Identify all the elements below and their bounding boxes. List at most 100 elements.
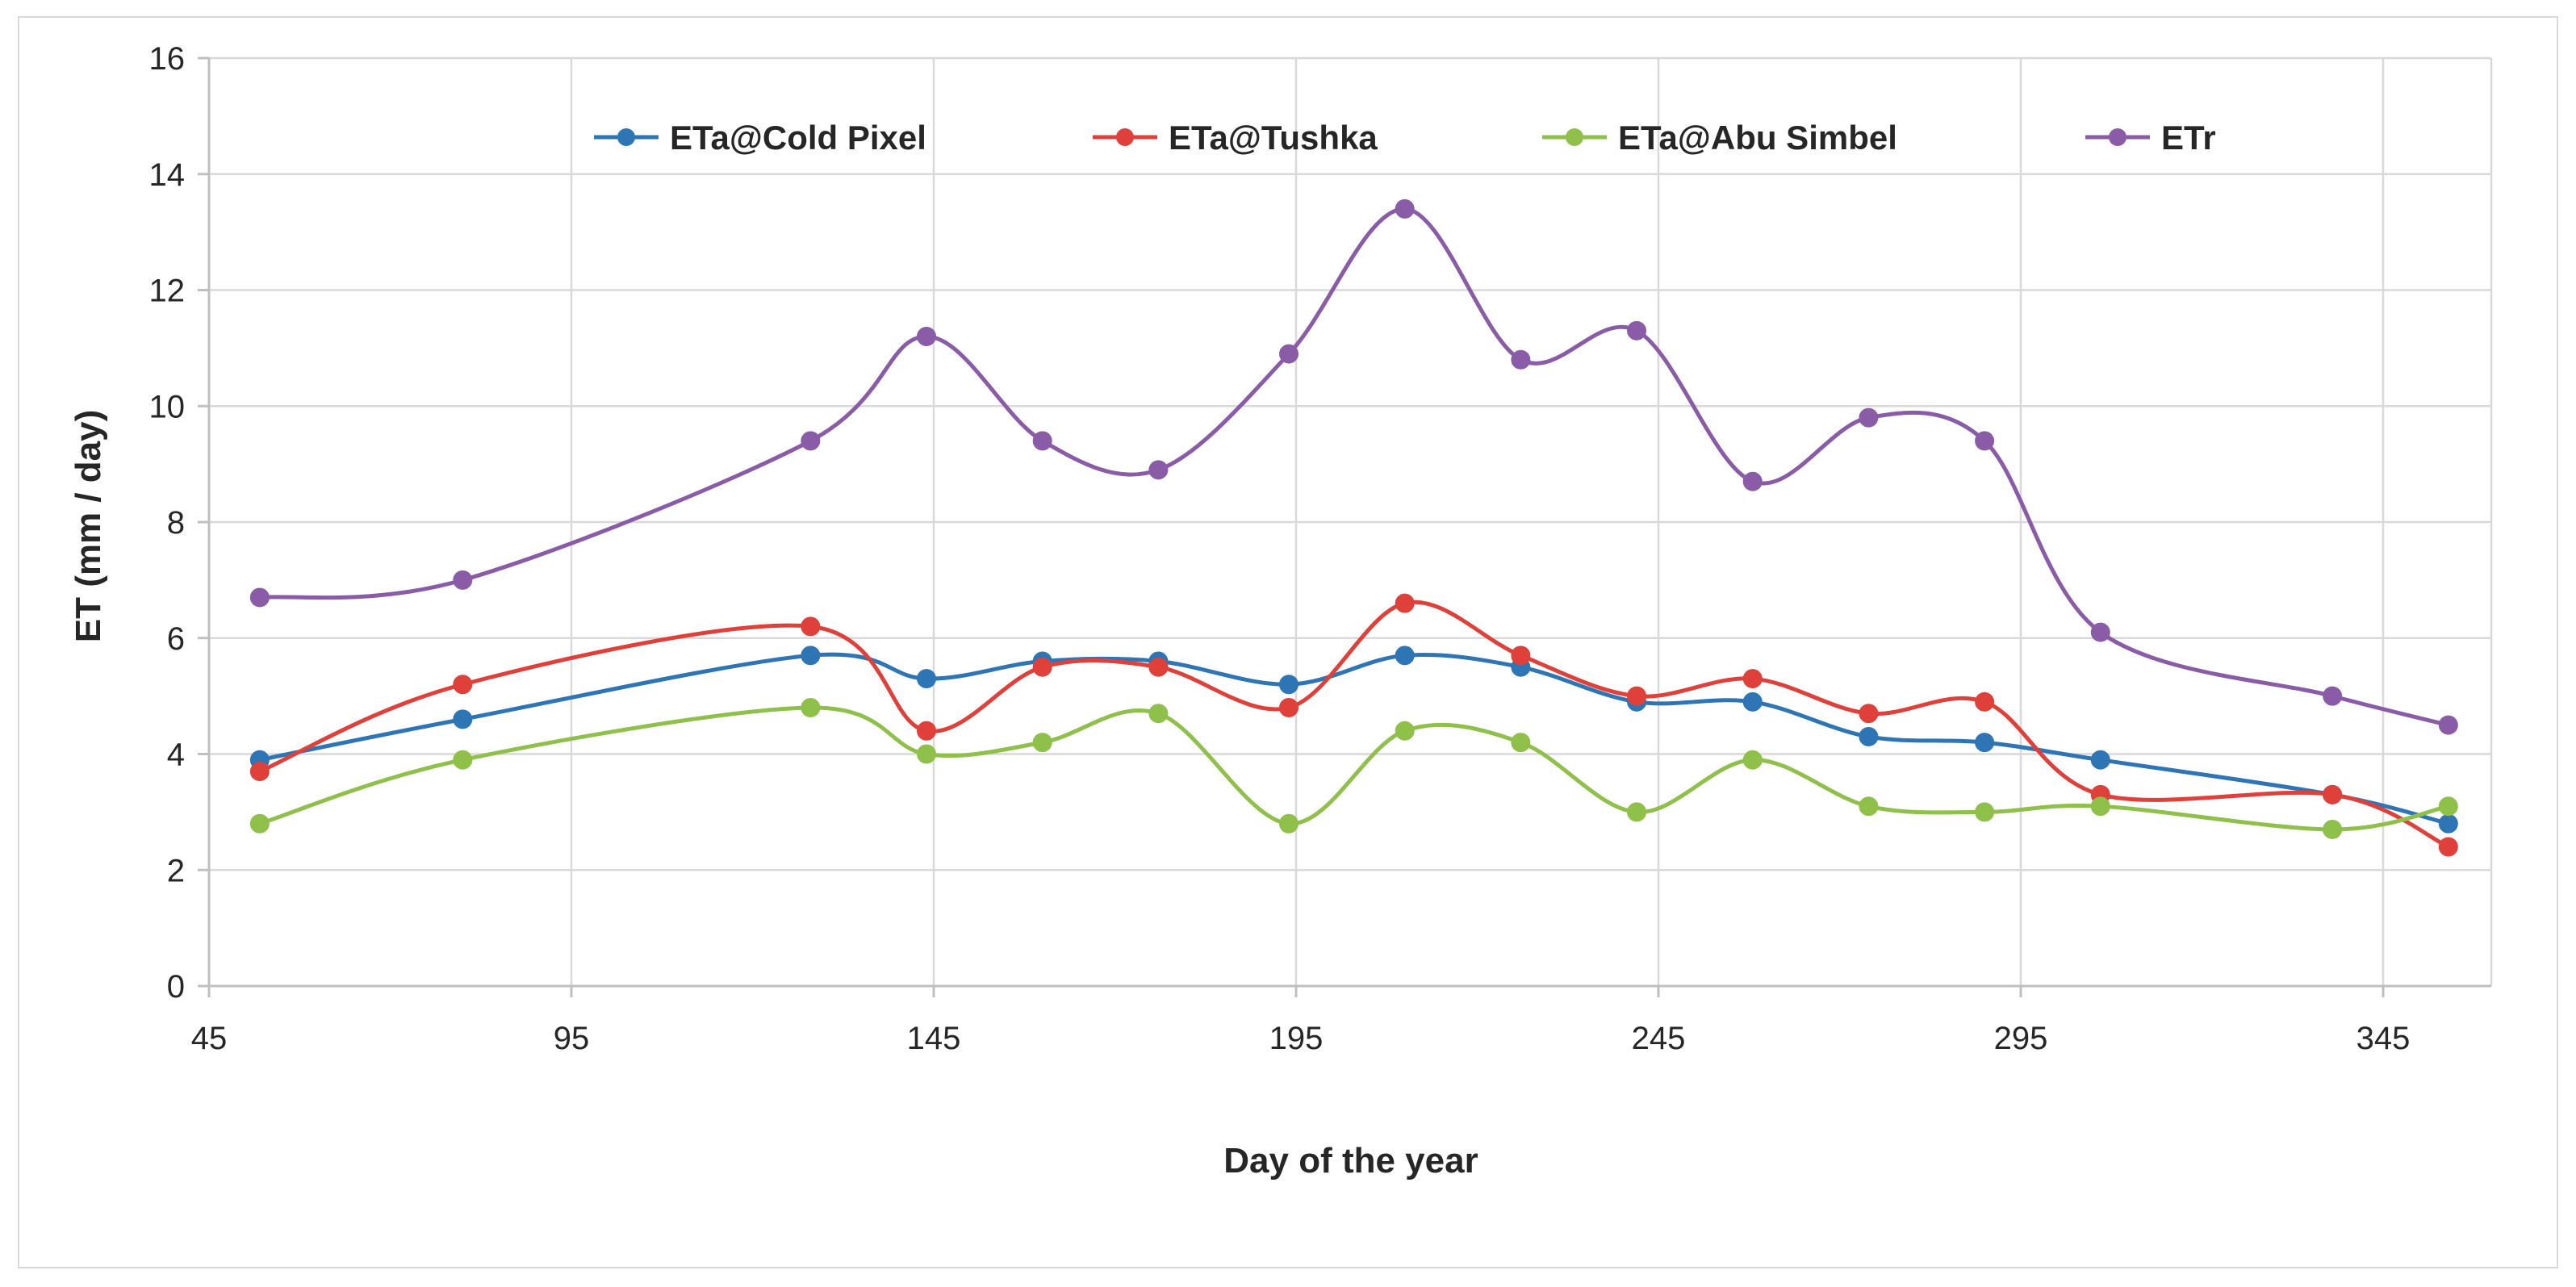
data-point xyxy=(801,698,821,717)
y-tick-label: 6 xyxy=(167,621,185,657)
y-tick-label: 14 xyxy=(149,157,186,193)
data-point xyxy=(2438,813,2458,834)
data-point xyxy=(801,646,821,666)
data-point xyxy=(1975,692,1995,712)
legend-label: ETa@Tushka xyxy=(1169,119,1378,157)
y-tick-label: 2 xyxy=(167,853,185,888)
chart-area: 0 2 4 6 8 10 12 14 16 45 95 145 195 245 295 345 ETa@Co… xyxy=(18,16,2558,1268)
data-point xyxy=(917,327,937,346)
y-tick-label: 10 xyxy=(149,389,186,424)
legend-marker xyxy=(1566,128,1583,146)
legend-marker xyxy=(2109,128,2126,146)
x-tick-label: 295 xyxy=(1994,1021,2048,1056)
data-point xyxy=(2323,686,2343,706)
series-eta-abu-simbel xyxy=(249,698,2458,839)
data-point xyxy=(1395,646,1415,666)
axes xyxy=(198,56,2491,997)
data-point xyxy=(453,709,473,729)
data-point xyxy=(2438,715,2458,735)
legend-item-eta-abu-simbel: ETa@Abu Simbel xyxy=(1542,119,1897,157)
data-point xyxy=(1975,802,1995,822)
legend-item-etr: ETr xyxy=(2085,119,2216,157)
series-line xyxy=(259,207,2449,727)
legend-marker xyxy=(617,128,635,146)
y-axis-title: ET (mm / day) xyxy=(69,410,108,643)
data-point xyxy=(1511,646,1531,666)
line-chart: 0 2 4 6 8 10 12 14 16 45 95 145 195 245 295 345 ETa@Co… xyxy=(69,41,2493,1180)
data-point xyxy=(1279,698,1299,717)
data-point xyxy=(1395,593,1415,613)
y-axis-ticks: 0 2 4 6 8 10 12 14 16 xyxy=(149,41,186,1005)
data-point xyxy=(917,721,937,741)
x-axis-title: Day of the year xyxy=(1223,1141,1478,1180)
data-point xyxy=(249,762,270,782)
y-tick-label: 12 xyxy=(149,274,186,309)
data-point xyxy=(1032,657,1052,677)
data-point xyxy=(801,616,821,637)
x-tick-label: 195 xyxy=(1269,1021,1324,1056)
legend-item-eta-tushka: ETa@Tushka xyxy=(1093,119,1378,157)
x-tick-label: 245 xyxy=(1632,1021,1686,1056)
data-point xyxy=(801,431,821,451)
data-point xyxy=(1627,802,1647,822)
x-tick-label: 95 xyxy=(554,1021,590,1056)
gridlines xyxy=(209,56,2493,986)
data-point xyxy=(2438,796,2458,817)
data-point xyxy=(1859,407,1879,428)
data-point xyxy=(1742,471,1763,491)
legend-label: ETa@Cold Pixel xyxy=(670,119,926,157)
data-point xyxy=(917,669,937,689)
data-point xyxy=(249,587,270,608)
data-point xyxy=(1627,320,1647,341)
data-point xyxy=(1511,349,1531,370)
data-point xyxy=(1627,686,1647,706)
data-point xyxy=(453,750,473,770)
data-point xyxy=(917,744,937,764)
data-point xyxy=(2090,750,2110,770)
legend-label: ETa@Abu Simbel xyxy=(1618,119,1897,157)
data-point xyxy=(1032,431,1052,451)
data-point xyxy=(1859,726,1879,746)
x-tick-label: 145 xyxy=(907,1021,961,1056)
data-point xyxy=(2090,622,2110,642)
data-point xyxy=(2323,784,2343,804)
y-tick-label: 4 xyxy=(167,738,185,773)
data-point xyxy=(1742,692,1763,712)
data-point xyxy=(1975,733,1995,753)
data-point xyxy=(1395,721,1415,741)
series-line xyxy=(259,705,2449,832)
data-point xyxy=(1279,813,1299,834)
data-point xyxy=(1742,669,1763,689)
data-point xyxy=(249,813,270,834)
data-point xyxy=(1148,657,1169,677)
data-point xyxy=(1395,198,1415,219)
legend-item-eta-cold-pixel: ETa@Cold Pixel xyxy=(594,119,926,157)
series-etr xyxy=(249,198,2458,735)
data-point xyxy=(1742,750,1763,770)
data-point xyxy=(1511,733,1531,753)
y-tick-label: 16 xyxy=(149,41,186,77)
data-point xyxy=(2438,837,2458,857)
data-point xyxy=(1975,431,1995,451)
legend-marker xyxy=(1116,128,1134,146)
data-point xyxy=(1279,675,1299,695)
series-lines xyxy=(249,198,2458,857)
x-tick-label: 45 xyxy=(191,1021,228,1056)
y-tick-label: 8 xyxy=(167,505,185,541)
data-point xyxy=(1148,460,1169,480)
data-point xyxy=(1148,704,1169,724)
data-point xyxy=(453,570,473,590)
data-point xyxy=(2090,796,2110,817)
x-axis-ticks: 45 95 145 195 245 295 345 xyxy=(191,1021,2411,1056)
legend: ETa@Cold Pixel ETa@Tushka ETa@Abu Simbel ET… xyxy=(594,119,2216,157)
data-point xyxy=(1859,796,1879,817)
x-tick-label: 345 xyxy=(2356,1021,2411,1056)
data-point xyxy=(453,675,473,695)
data-point xyxy=(1859,704,1879,724)
data-point xyxy=(1279,344,1299,364)
y-tick-label: 0 xyxy=(167,969,185,1005)
legend-label: ETr xyxy=(2161,119,2216,157)
data-point xyxy=(2323,819,2343,839)
data-point xyxy=(1032,733,1052,753)
series-eta-cold-pixel xyxy=(249,646,2458,834)
